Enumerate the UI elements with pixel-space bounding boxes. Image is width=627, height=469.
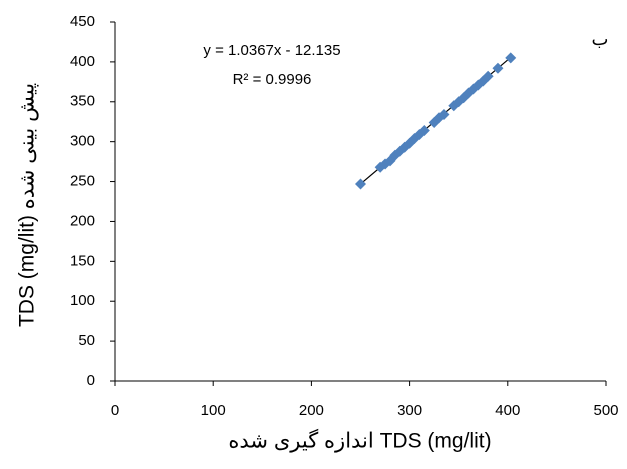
y-tick-label: 350 (70, 93, 95, 110)
y-tick-label: 250 (70, 173, 95, 190)
y-tick-label: 300 (70, 133, 95, 150)
y-tick-label: 50 (78, 332, 95, 349)
point (418, 124, 430, 136)
corner-label: ب (592, 29, 609, 49)
x-tick-label: 400 (495, 402, 520, 419)
x-tick-label: 500 (593, 402, 618, 419)
y-tick-label: 200 (70, 212, 95, 229)
point (482, 70, 494, 82)
x-tick-label: 200 (299, 402, 324, 419)
point (492, 62, 504, 74)
y-axis-label: TDS (mg/lit) پیش بینی شده (16, 83, 40, 327)
trend-equation: y = 1.0367x - 12.135 (203, 42, 340, 59)
x-tick-label: 0 (111, 402, 119, 419)
point (505, 52, 517, 64)
y-tick-label: 100 (70, 292, 95, 309)
x-tick-label: 100 (201, 402, 226, 419)
point (355, 178, 366, 190)
y-tick-label: 400 (70, 53, 95, 70)
y-tick-label: 0 (87, 372, 95, 389)
x-tick-label: 300 (397, 402, 422, 419)
x-axis-label: اندازه گیری شده TDS (mg/lit) (228, 429, 491, 454)
trend-r2: R² = 0.9996 (233, 71, 312, 88)
point (438, 109, 450, 121)
y-tick-label: 150 (70, 252, 95, 269)
y-tick-label: 450 (70, 13, 95, 30)
